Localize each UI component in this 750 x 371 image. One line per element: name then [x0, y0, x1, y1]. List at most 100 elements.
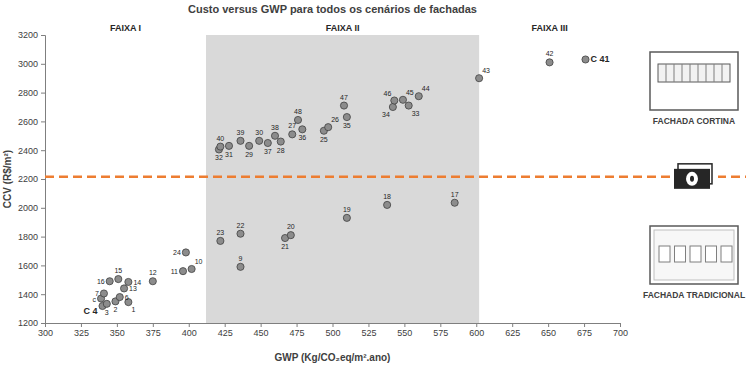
icons: FACHADA CORTINAFACHADA TRADICIONAL: [643, 52, 745, 300]
point: [389, 103, 396, 110]
point: [399, 96, 406, 103]
point-label: 48: [294, 108, 302, 115]
point-label: 1: [131, 306, 135, 313]
icon-money-dot: [690, 176, 694, 182]
point-label: 17: [451, 191, 459, 198]
x-tick-label: 550: [397, 328, 412, 338]
x-tick-mark: [225, 323, 226, 327]
reference-line: [45, 176, 746, 179]
point-label: 3: [105, 309, 109, 316]
point-label: 34: [382, 111, 390, 118]
point: [415, 93, 422, 100]
y-tick-label: 1400: [18, 290, 38, 300]
point-label: 14: [133, 279, 141, 286]
y-tick-mark: [41, 150, 45, 151]
point-label: 12: [149, 269, 157, 276]
point-label: 24: [173, 249, 181, 256]
y-tick-mark: [41, 179, 45, 180]
point: [237, 137, 244, 144]
point: [120, 285, 127, 292]
x-tick: 525: [361, 323, 376, 338]
point-label: 46: [384, 90, 392, 97]
icon-traditional: [650, 226, 738, 284]
point-label: 21: [281, 243, 289, 250]
point-label: 7: [95, 290, 99, 297]
icon-curtain-mullion: [666, 64, 667, 82]
x-tick-label: 300: [38, 328, 53, 338]
point-labels: C 4321c671316151412111024923222120191817…: [83, 50, 609, 316]
x-tick-mark: [548, 323, 549, 327]
x-tick-label: 600: [469, 328, 484, 338]
point-label: 26: [331, 116, 339, 123]
y-tick-label: 2000: [18, 203, 38, 213]
point-label: 16: [97, 278, 105, 285]
annotation: FACHADA CORTINA: [653, 116, 735, 126]
y-tick: 2000: [18, 203, 45, 213]
band-label: FAIXA I: [110, 23, 141, 33]
y-tick-mark: [41, 64, 45, 65]
point: [340, 102, 347, 109]
point-label: 45: [406, 89, 414, 96]
point: [225, 142, 232, 149]
x-tick-mark: [81, 323, 82, 327]
x-tick: 325: [74, 323, 89, 338]
icon-money-bg: [670, 161, 718, 193]
x-tick-label: 700: [613, 328, 628, 338]
point-label: 33: [412, 110, 420, 117]
x-tick-mark: [476, 323, 477, 327]
x-tick: 575: [433, 323, 448, 338]
point: [256, 137, 263, 144]
x-tick-mark: [261, 323, 262, 327]
y-tick-label: 2400: [18, 146, 38, 156]
x-axis-title: GWP (Kg/CO₂eq/m².ano): [275, 352, 391, 363]
point: [391, 97, 398, 104]
point: [106, 278, 113, 285]
y-tick: 1800: [18, 232, 45, 242]
point-label: 25: [320, 136, 328, 143]
x-axis-line: [46, 324, 621, 328]
y-tick-mark: [41, 121, 45, 122]
y-tick-label: 2800: [18, 88, 38, 98]
point-label: 36: [298, 134, 306, 141]
x-tick-mark: [512, 323, 513, 327]
point: [289, 131, 296, 138]
x-tick-label: 450: [254, 328, 269, 338]
point-label: 6: [125, 294, 129, 301]
icon-curtain-mullion: [714, 64, 715, 82]
point-label: 13: [129, 285, 137, 292]
point-label: 11: [171, 268, 178, 275]
y-tick-mark: [41, 35, 45, 36]
x-tick-mark: [368, 323, 369, 327]
point-label: C 4: [83, 306, 97, 316]
y-axis-line: [41, 36, 46, 324]
y-tick-label: 1600: [18, 261, 38, 271]
point-label: 27: [288, 122, 296, 129]
icon-traditional-window: [659, 246, 670, 262]
y-tick: 1600: [18, 261, 45, 271]
y-axis-title: CCV (R$/m²): [2, 150, 13, 208]
x-tick-mark: [189, 323, 190, 327]
x-tick-mark: [440, 323, 441, 327]
x-tick: 475: [290, 323, 305, 338]
point: [217, 143, 224, 150]
y-tick: 3000: [18, 59, 45, 69]
icon-money: [674, 169, 710, 189]
point: [182, 249, 189, 256]
point-label: 23: [216, 229, 224, 236]
point-label: C 41: [591, 54, 610, 64]
point-label: 20: [287, 223, 295, 230]
point-label: 31: [225, 151, 233, 158]
y-tick-mark: [41, 93, 45, 94]
icon-curtain-mullion: [706, 64, 707, 82]
point: [343, 114, 350, 121]
x-tick: 450: [254, 323, 269, 338]
icon-traditional-window: [675, 246, 686, 262]
point-label: 39: [237, 129, 245, 136]
point: [384, 201, 391, 208]
plot-area: [97, 35, 589, 323]
x-tick: 400: [182, 323, 197, 338]
y-tick-label: 2600: [18, 117, 38, 127]
x-tick-label: 325: [74, 328, 89, 338]
point: [299, 126, 306, 133]
x-axis: 3003253503754004254504755005255505756006…: [38, 323, 628, 338]
